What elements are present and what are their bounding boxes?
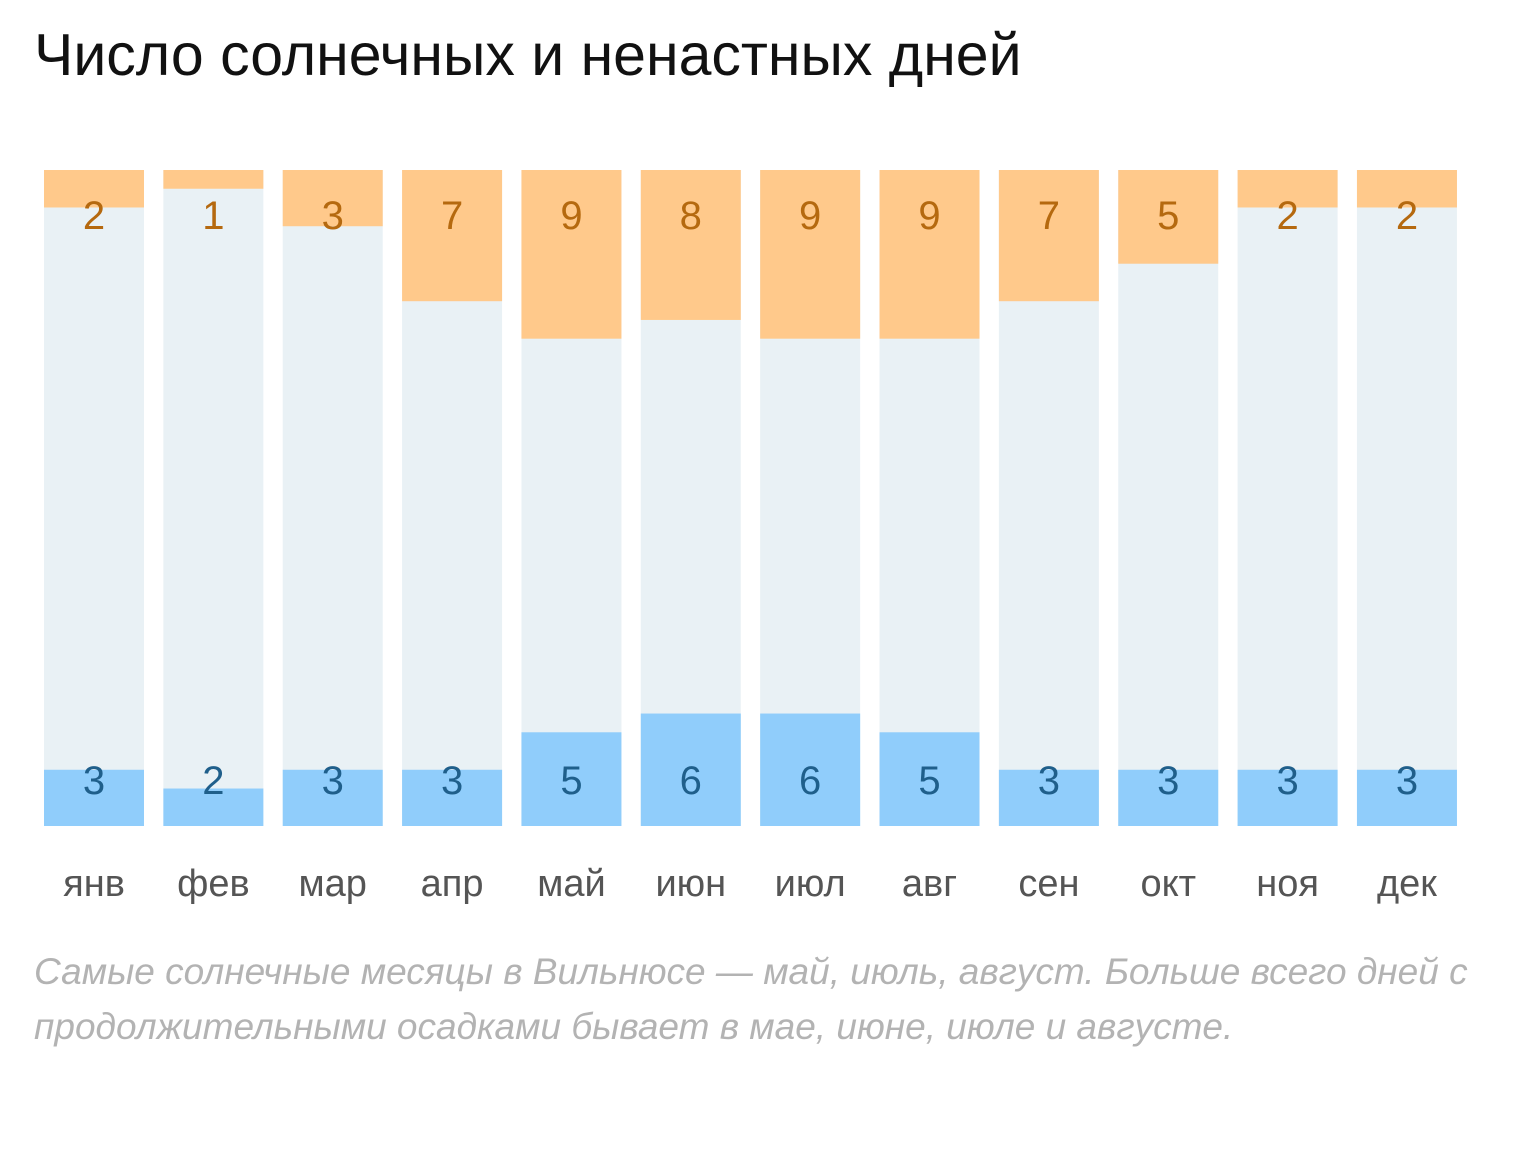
bar-rainy (998, 769, 1099, 826)
bar-background (163, 170, 264, 826)
bar-sunny (402, 170, 503, 302)
data-label-sunny: 5 (1157, 194, 1179, 238)
sun-rain-chart: 2 3 янв 1 2 фев 3 3 мар 7 3 апр 9 5 май 8 6 июн 9 6 июл 9 5 авг… (44, 170, 1457, 905)
data-label-sunny: 7 (441, 194, 463, 238)
month-tick-label: авг (902, 863, 957, 905)
data-label-rainy: 3 (1396, 759, 1418, 803)
data-label-sunny: 2 (1396, 194, 1418, 238)
bar-rainy (879, 732, 980, 826)
data-label-rainy: 5 (918, 759, 940, 803)
month-tick-label: дек (1377, 863, 1437, 905)
data-label-rainy: 3 (1276, 759, 1298, 803)
data-label-sunny: 1 (202, 194, 224, 238)
data-label-rainy: 3 (1038, 759, 1060, 803)
data-label-sunny: 9 (918, 194, 940, 238)
bar-rainy (521, 732, 622, 826)
bar-background (1237, 170, 1338, 826)
data-label-rainy: 5 (560, 759, 582, 803)
bar-rainy (1118, 769, 1219, 826)
data-label-sunny: 2 (1276, 194, 1298, 238)
data-label-sunny: 2 (83, 194, 105, 238)
bar-sunny (1237, 170, 1338, 208)
bar-background (282, 170, 383, 826)
data-label-sunny: 9 (560, 194, 582, 238)
month-tick-label: янв (63, 863, 125, 905)
bar-sunny (521, 170, 622, 339)
month-tick-label: ноя (1256, 863, 1319, 905)
bar-rainy (640, 713, 741, 826)
bar-sunny (760, 170, 861, 339)
chart-caption: Самые солнечные месяцы в Вильнюсе — май,… (34, 951, 1468, 1047)
bar-rainy (402, 769, 503, 826)
month-tick-label: июл (775, 863, 846, 905)
data-label-rainy: 3 (322, 759, 344, 803)
bar-sunny (1118, 170, 1219, 264)
data-label-sunny: 8 (680, 194, 702, 238)
bar-rainy (44, 769, 144, 826)
month-tick-label: апр (421, 863, 484, 905)
data-label-rainy: 3 (441, 759, 463, 803)
chart-title: Число солнечных и ненастных дней (34, 22, 1022, 88)
data-label-rainy: 3 (1157, 759, 1179, 803)
bar-rainy (163, 788, 264, 826)
month-tick-label: май (537, 863, 606, 905)
data-label-sunny: 9 (799, 194, 821, 238)
data-label-sunny: 3 (322, 194, 344, 238)
data-label-rainy: 6 (680, 759, 702, 803)
bar-rainy (760, 713, 861, 826)
bar-sunny (640, 170, 741, 320)
month-tick-label: сен (1018, 863, 1079, 905)
bar-background (44, 170, 144, 826)
data-label-rainy: 3 (83, 759, 105, 803)
month-tick-label: фев (177, 863, 250, 905)
bar-background (1356, 170, 1457, 826)
bar-background (1118, 170, 1219, 826)
bar-rainy (282, 769, 383, 826)
month-tick-label: мар (299, 863, 367, 905)
data-label-rainy: 2 (202, 759, 224, 803)
bar-sunny (998, 170, 1099, 302)
bar-sunny (163, 170, 264, 189)
data-label-rainy: 6 (799, 759, 821, 803)
month-tick-label: окт (1140, 863, 1196, 905)
bar-sunny (282, 170, 383, 227)
bar-rainy (1237, 769, 1338, 826)
bar-rainy (1356, 769, 1457, 826)
month-tick-label: июн (655, 863, 726, 905)
bar-sunny (1356, 170, 1457, 208)
data-label-sunny: 7 (1038, 194, 1060, 238)
bar-sunny (879, 170, 980, 339)
bar-sunny (44, 170, 144, 208)
